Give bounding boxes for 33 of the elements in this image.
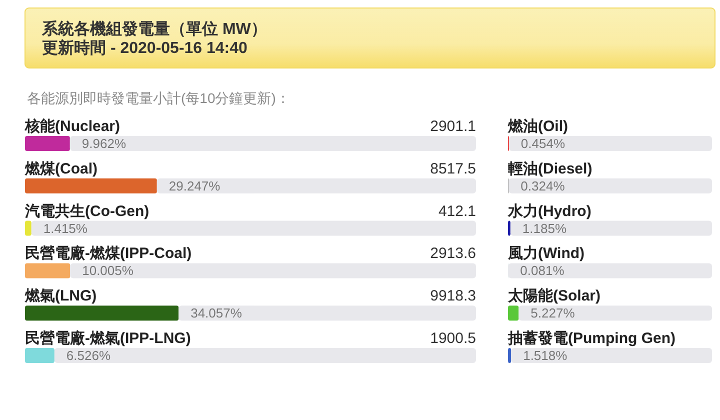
annotation: 1900.5 [430,330,476,347]
data-label: 6.526% [66,348,111,363]
chart-subtitle: 更新時間 - 2020-05-16 14:40 [42,39,248,57]
data-label: 0.081% [520,263,565,278]
annotation: 各能源別即時發電量小計(每10分鐘更新)： [27,90,290,106]
y-tick-label: 抽蓄發電(Pumping Gen) [507,330,676,347]
y-tick-label: 民營電廠-燃氣(IPP-LNG) [25,329,191,347]
annotation: 8517.5 [430,160,476,178]
y-tick-label: 燃油(Oil) [507,118,568,135]
data-label: 5.227% [530,306,576,321]
data-label: 1.415% [43,220,88,236]
y-tick-label: 民營電廠-燃煤(IPP-Coal) [25,244,192,262]
y-tick-label: 太陽能(Solar) [507,288,601,305]
y-tick-label: 輕油(Diesel) [507,160,592,178]
y-tick-label: 燃氣(LNG) [24,288,97,305]
y-tick-label: 水力(Hydro) [507,202,592,220]
data-label: 9.962% [82,136,126,151]
annotation: 9918.3 [430,288,476,305]
data-label: 0.324% [520,178,566,194]
data-label: 1.185% [522,220,567,236]
y-tick-label: 核能(Nuclear) [24,118,120,135]
annotation: 2901.1 [430,118,476,135]
chart-title: 系統各機組發電量（單位 MW） [41,20,267,38]
annotation: 2913.6 [430,245,476,262]
y-tick-label: 燃煤(Coal) [24,160,98,178]
data-label: 1.518% [523,348,568,363]
data-label: 34.057% [190,306,242,321]
annotation: 412.1 [438,202,476,220]
y-tick-label: 汽電共生(Co-Gen) [24,202,150,220]
data-label: 0.454% [520,136,566,151]
data-label: 10.005% [82,263,134,278]
y-tick-label: 風力(Wind) [507,245,585,262]
data-label: 29.247% [168,178,221,194]
